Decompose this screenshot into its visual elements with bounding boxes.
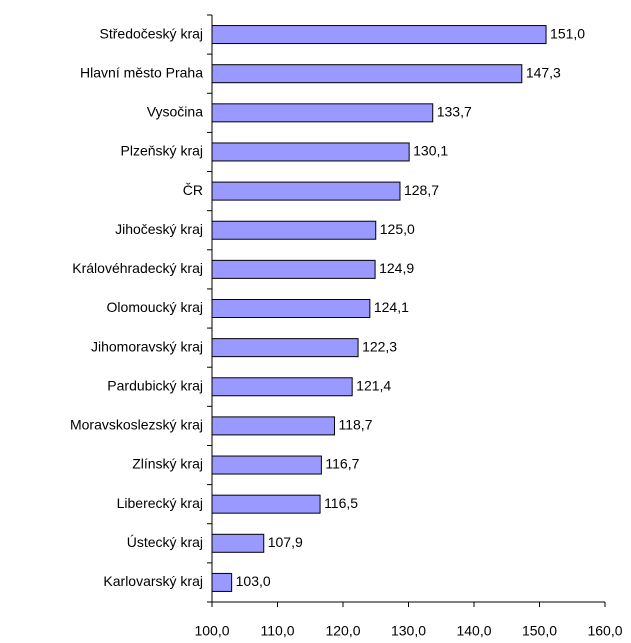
bar [211,377,353,397]
value-label: 125,0 [380,221,415,237]
bar [211,259,376,279]
value-label: 122,3 [362,338,397,354]
y-tick-label: Hlavní město Praha [80,64,203,80]
y-tick-label: Moravskoslezský kraj [70,417,203,433]
value-label: 151,0 [550,25,585,41]
y-tick-label: Vysočina [147,104,204,120]
y-tick-label: Zlínský kraj [132,456,203,472]
value-label: 124,9 [379,260,414,276]
y-tick-label: Karlovarský kraj [103,573,203,589]
value-label: 128,7 [404,182,439,198]
value-label: 103,0 [236,573,271,589]
y-tick-label: Jihomoravský kraj [91,338,203,354]
x-tick-label: 150,0 [522,623,557,639]
x-tick-label: 110,0 [261,623,295,639]
bar [211,25,547,45]
x-tick-label: 130,0 [391,623,426,639]
bar [211,64,523,84]
bar [211,181,401,201]
bar [211,494,321,514]
value-label: 121,4 [356,377,391,393]
value-label: 118,7 [338,417,372,433]
bar [211,455,322,475]
y-tick-label: Středočeský kraj [100,25,203,41]
bar [211,220,377,240]
bar [211,142,410,162]
bar [211,416,335,436]
value-label: 116,5 [324,495,358,511]
y-tick-label: Liberecký kraj [117,495,203,511]
value-label: 133,7 [437,104,472,120]
x-tick-label: 120,0 [325,623,360,639]
x-tick-label: 140,0 [456,623,491,639]
value-label: 116,7 [325,456,359,472]
value-label: 107,9 [268,534,303,550]
value-label: 147,3 [526,64,561,80]
bar [211,572,233,592]
bar [211,299,371,318]
bar [211,338,359,358]
y-tick-label: Královéhradecký kraj [72,260,203,276]
bar [211,533,265,553]
x-tick-label: 100,0 [194,623,229,639]
x-tick-label: 160,0 [587,623,622,639]
y-tick-label: Olomoucký kraj [107,299,203,315]
y-tick-label: Jihočeský kraj [115,221,203,237]
bar [211,103,434,123]
y-tick-label: Plzeňský kraj [121,143,203,159]
y-tick-label: Pardubický kraj [107,377,203,393]
value-label: 130,1 [413,143,448,159]
y-tick-label: Ústecký kraj [127,534,203,550]
y-tick-label: ČR [183,182,203,198]
value-label: 124,1 [374,299,409,315]
